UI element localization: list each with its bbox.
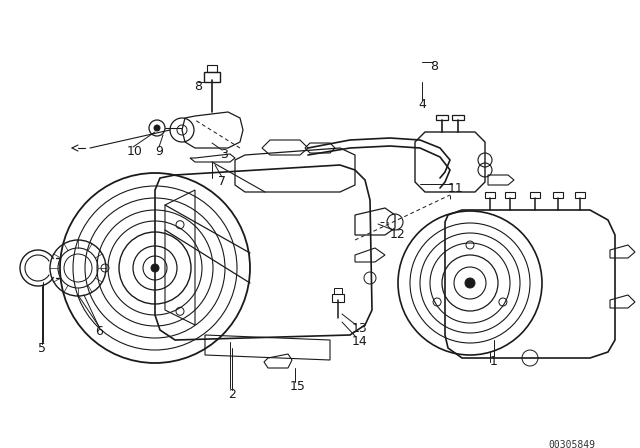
Text: 10: 10 <box>127 145 143 158</box>
Text: 11: 11 <box>448 182 464 195</box>
Circle shape <box>151 264 159 272</box>
Text: 13: 13 <box>352 322 368 335</box>
Text: 14: 14 <box>352 335 368 348</box>
Text: 2: 2 <box>228 388 236 401</box>
Text: 3: 3 <box>220 148 228 161</box>
Text: 8: 8 <box>194 80 202 93</box>
Text: 6: 6 <box>95 325 103 338</box>
Text: 4: 4 <box>418 98 426 111</box>
Circle shape <box>154 125 160 131</box>
Text: 1: 1 <box>490 355 498 368</box>
Text: 00305849: 00305849 <box>548 440 595 448</box>
Text: 12: 12 <box>390 228 406 241</box>
Text: 8: 8 <box>430 60 438 73</box>
Text: 5: 5 <box>38 342 46 355</box>
Circle shape <box>465 278 475 288</box>
Text: 15: 15 <box>290 380 306 393</box>
Text: 9: 9 <box>155 145 163 158</box>
Text: 7: 7 <box>218 175 226 188</box>
